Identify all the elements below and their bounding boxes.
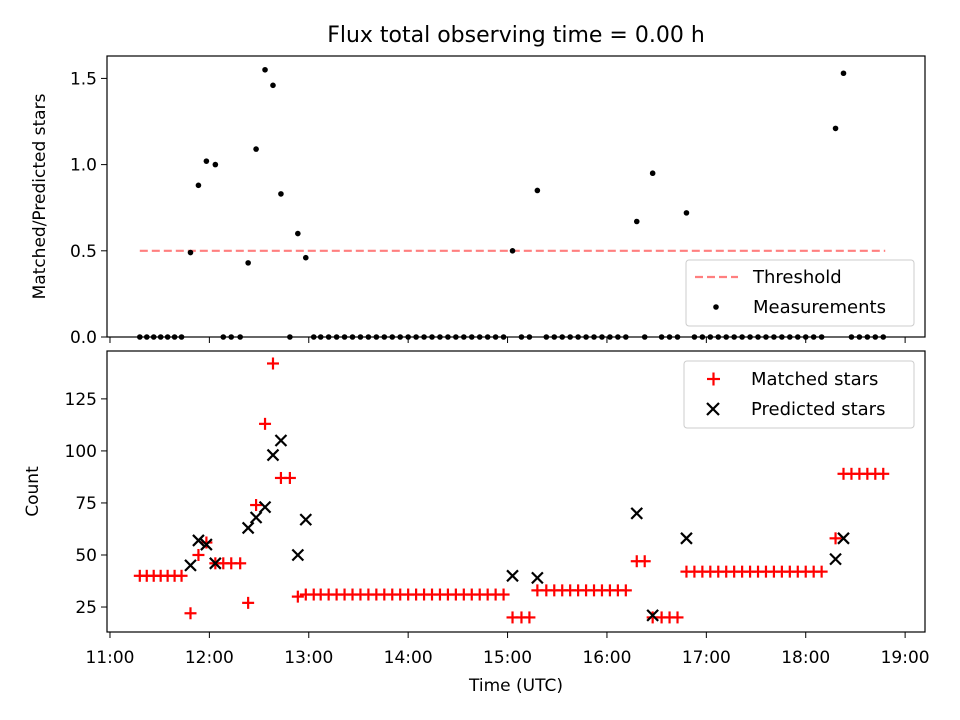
measurement-point	[832, 125, 839, 132]
panel-ratio-ylabel: Matched/Predicted stars	[30, 93, 50, 299]
matched-stars-point	[234, 557, 247, 570]
matched-stars-point	[259, 417, 272, 430]
legend-predicted-label: Predicted stars	[751, 399, 885, 420]
measurement-point	[683, 210, 690, 216]
y-tick-label: 125	[65, 390, 97, 410]
legend-measurements-swatch	[713, 304, 719, 310]
x-axis-label: Time (UTC)	[468, 676, 563, 696]
x-tick-label: 13:00	[284, 648, 333, 668]
panel-count-frame	[106, 350, 926, 633]
predicted-stars-point	[829, 552, 842, 566]
panel-count-ticks: 25 50 75 100 125 11:00 12:00 13:00 14:00 15:00 16:…	[65, 390, 930, 668]
legend-predicted-swatch	[706, 402, 720, 416]
predicted-stars-point	[274, 434, 288, 447]
matched-stars-point	[283, 471, 296, 484]
panel-ratio: 0.0 0.5 1.0 1.5 Matched/Predicted stars Thr…	[30, 55, 926, 348]
measurement-point	[840, 70, 847, 77]
measurement-point	[633, 218, 640, 225]
measurement-point	[278, 191, 284, 197]
measurement-point	[187, 249, 194, 256]
panel-count: 25 50 75 100 125 11:00 12:00 13:00 14:00 15:00 16:…	[23, 350, 930, 696]
predicted-stars-point	[192, 534, 205, 547]
matched-stars-point	[242, 596, 255, 609]
x-tick-label: 18:00	[781, 648, 830, 668]
matched-stars-point	[523, 611, 536, 624]
measurement-point	[195, 182, 202, 189]
predicted-stars-point	[209, 557, 222, 570]
x-tick-label: 17:00	[682, 648, 731, 668]
measurement-point	[212, 161, 219, 168]
x-tick-label: 15:00	[483, 648, 532, 668]
predicted-stars-point	[630, 507, 644, 520]
matched-stars-point	[815, 565, 828, 578]
matched-stars-point	[497, 588, 510, 601]
x-tick-label: 14:00	[384, 648, 433, 668]
panel-count-ylabel: Count	[23, 466, 43, 517]
measurement-point	[203, 158, 210, 164]
predicted-stars-point	[184, 559, 197, 572]
measurement-point	[295, 230, 301, 237]
y-tick-label: 50	[75, 546, 97, 566]
y-tick-label: 75	[75, 494, 97, 514]
legend-threshold-label: Threshold	[752, 267, 842, 288]
legend-top: Threshold Measurements	[685, 259, 915, 327]
x-tick-label: 19:00	[881, 648, 930, 668]
matched-stars-point	[671, 611, 684, 624]
y-tick-label: 0.5	[70, 242, 97, 262]
predicted-stars-point	[299, 513, 313, 526]
y-tick-label: 1.0	[70, 156, 97, 176]
predicted-stars-point	[266, 448, 280, 462]
predicted-stars-point	[291, 548, 305, 562]
matched-stars-point	[175, 569, 188, 582]
measurement-point	[649, 170, 656, 177]
y-tick-label: 100	[65, 442, 97, 462]
figure-title: Flux total observing time = 0.00 h	[327, 23, 705, 48]
panel-ratio-ticks: 0.0 0.5 1.0 1.5	[70, 69, 906, 348]
predicted-stars-point	[258, 500, 272, 514]
x-tick-label: 12:00	[185, 648, 234, 668]
y-tick-label: 0.0	[70, 328, 97, 348]
matched-stars-point	[829, 532, 842, 545]
matched-stars-point	[200, 536, 213, 549]
predicted-stars-point	[531, 571, 544, 585]
measurement-point	[302, 254, 309, 261]
matched-stars-point	[192, 548, 205, 561]
measurement-point	[534, 187, 541, 194]
predicted-stars-point	[241, 521, 255, 535]
legend-measurements-label: Measurements	[753, 297, 886, 318]
predicted-stars-point	[200, 538, 213, 551]
predicted-stars-point	[506, 569, 519, 583]
legend-matched-label: Matched stars	[751, 369, 878, 390]
predicted-stars-point	[837, 532, 850, 545]
measurement-point	[245, 260, 251, 266]
predicted-stars-point	[249, 511, 263, 524]
legend-bottom: Matched stars Predicted stars	[683, 360, 915, 429]
predicted-stars-point	[680, 532, 693, 545]
measurement-point	[253, 146, 259, 152]
matched-stars-point	[291, 590, 304, 603]
panel-ratio-frame	[106, 55, 926, 338]
measurement-point	[270, 82, 276, 89]
matched-stars-point	[250, 499, 263, 512]
x-tick-label: 16:00	[582, 648, 631, 668]
legend-matched-swatch	[707, 372, 720, 386]
matched-stars-point	[266, 357, 279, 370]
panel-ratio-plot	[136, 66, 887, 340]
matched-stars-point	[619, 584, 632, 597]
x-tick-label: 11:00	[85, 648, 134, 668]
matched-stars-point	[638, 555, 651, 568]
y-tick-label: 1.5	[70, 69, 97, 89]
panel-count-plot	[133, 357, 890, 624]
predicted-stars-point	[646, 609, 659, 622]
y-tick-label: 25	[75, 598, 97, 618]
matched-stars-point	[184, 607, 197, 620]
measurement-point	[509, 248, 516, 254]
matched-stars-point	[877, 467, 890, 480]
measurement-point	[262, 66, 268, 73]
